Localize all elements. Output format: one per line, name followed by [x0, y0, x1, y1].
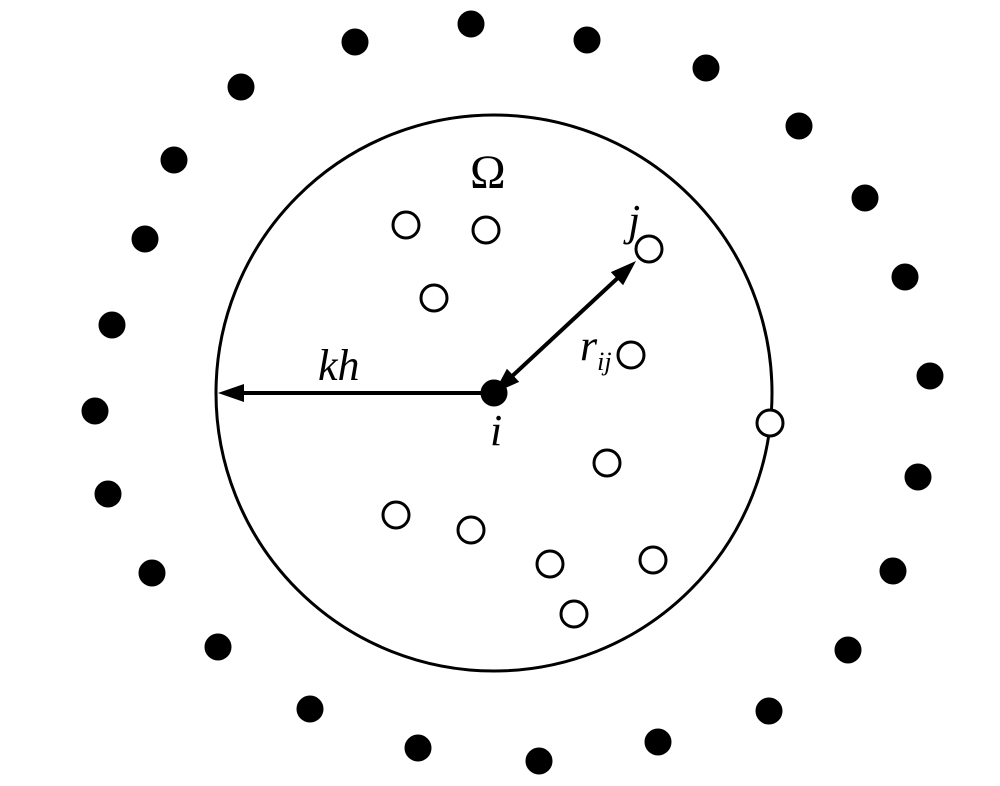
filled-particle [835, 637, 861, 663]
filled-particle [756, 698, 782, 724]
diagram-svg [0, 0, 1000, 786]
open-particle [458, 517, 484, 543]
open-particle [594, 450, 620, 476]
filled-particle [458, 11, 484, 37]
filled-particle [917, 363, 943, 389]
open-particle [473, 217, 499, 243]
filled-particle [139, 560, 165, 586]
label-j: j [628, 195, 640, 246]
filled-particle [205, 634, 231, 660]
filled-particle [880, 558, 906, 584]
open-particle [618, 342, 644, 368]
filled-particle [297, 696, 323, 722]
open-particle [383, 502, 409, 528]
label-r: rij [580, 320, 612, 377]
open-particle [640, 547, 666, 573]
label-kh: kh [318, 340, 360, 391]
filled-particle [82, 398, 108, 424]
filled-particle [99, 312, 125, 338]
label-r-sub: ij [597, 347, 611, 376]
filled-particle [645, 729, 671, 755]
open-particle [421, 285, 447, 311]
filled-particle [228, 74, 254, 100]
open-particle [757, 410, 783, 436]
filled-particle [852, 185, 878, 211]
label-r-main: r [580, 321, 597, 370]
filled-particle [905, 464, 931, 490]
open-particle [393, 212, 419, 238]
open-particle [561, 601, 587, 627]
filled-particle [342, 29, 368, 55]
filled-particle [786, 113, 812, 139]
filled-particle [95, 481, 121, 507]
diagram-root: Ω j i kh rij [0, 0, 1000, 786]
filled-particle [132, 226, 158, 252]
label-i: i [490, 405, 502, 456]
filled-particle [892, 264, 918, 290]
filled-particle [693, 55, 719, 81]
filled-particle [161, 147, 187, 173]
filled-particle [526, 748, 552, 774]
filled-particle [405, 735, 431, 761]
filled-particle [574, 27, 600, 53]
label-omega: Ω [470, 145, 506, 200]
open-particle [537, 551, 563, 577]
